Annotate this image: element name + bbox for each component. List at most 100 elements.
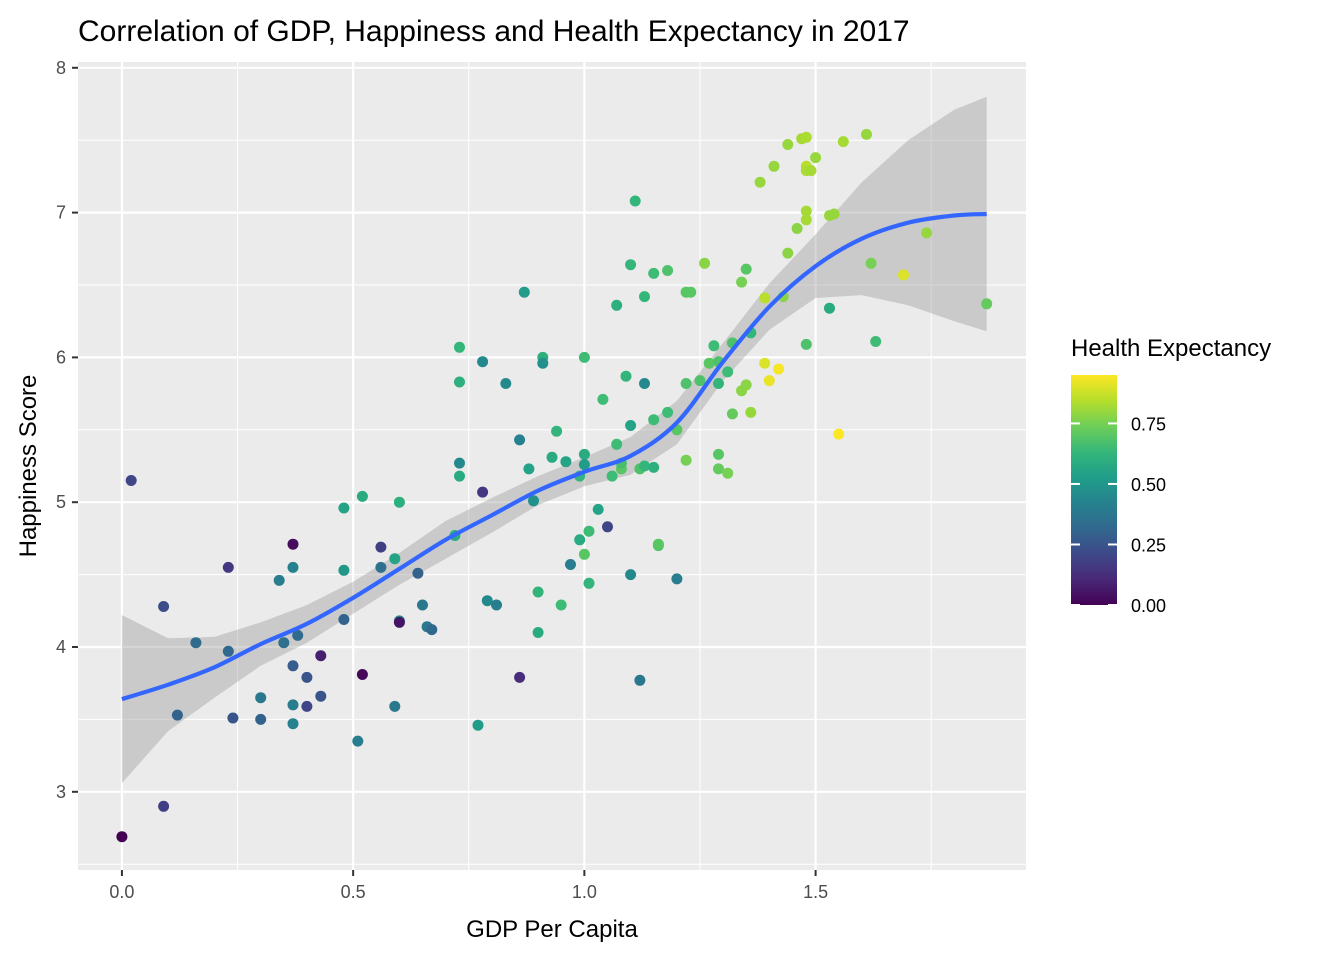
data-point [356, 490, 368, 502]
data-point [606, 470, 618, 482]
data-point [828, 208, 840, 220]
data-point [565, 559, 576, 570]
data-point [782, 247, 794, 259]
data-point [800, 205, 812, 217]
y-tick-label: 8 [56, 58, 66, 78]
data-point [287, 718, 299, 730]
legend-colorbar [1071, 375, 1117, 605]
data-point [583, 525, 595, 537]
data-point [625, 420, 637, 431]
data-point [639, 291, 650, 303]
data-point [648, 267, 660, 279]
data-point [713, 378, 724, 389]
x-tick-label: 0.0 [109, 882, 134, 902]
data-point [389, 700, 401, 712]
grid-minor [78, 62, 1026, 870]
data-point [255, 713, 267, 725]
data-point [389, 553, 401, 565]
data-point [625, 259, 637, 271]
data-point [805, 165, 817, 177]
data-point [338, 564, 350, 576]
data-point [870, 336, 882, 347]
data-point [287, 561, 299, 573]
y-axis-title: Happiness Score [15, 375, 42, 558]
y-tick-label: 3 [56, 782, 66, 802]
data-point [865, 257, 877, 269]
data-point [158, 800, 170, 812]
data-point [578, 548, 590, 560]
data-point [514, 671, 526, 683]
data-point [227, 712, 239, 724]
x-axis-title: GDP Per Capita [466, 916, 638, 943]
data-point [685, 286, 697, 298]
data-point [301, 700, 313, 712]
data-point [680, 378, 692, 389]
data-point [532, 586, 544, 598]
points-layer [116, 128, 993, 843]
data-point [222, 645, 234, 657]
data-point [292, 629, 304, 641]
data-point [426, 624, 438, 636]
data-point [315, 690, 327, 702]
smooth-line-layer [121, 211, 987, 702]
data-point [898, 269, 909, 281]
data-point [800, 214, 812, 226]
data-point [648, 461, 660, 473]
data-point [472, 719, 484, 731]
data-point [523, 463, 535, 475]
data-point [597, 393, 609, 405]
data-point [833, 428, 845, 440]
data-point [222, 561, 234, 573]
data-point [740, 379, 752, 391]
data-point [754, 176, 766, 188]
data-point [477, 356, 489, 368]
x-tick-label: 1.0 [572, 882, 597, 902]
data-point [454, 470, 465, 482]
data-point [759, 292, 771, 304]
data-point [278, 637, 290, 649]
data-point [532, 627, 544, 638]
data-point [412, 567, 424, 579]
x-axis: 0.0 0.5 1.0 1.5 [109, 870, 828, 902]
data-point [768, 160, 780, 172]
data-point [578, 351, 590, 363]
data-point [736, 276, 748, 288]
data-point [287, 660, 299, 672]
confidence-ribbon [121, 96, 987, 784]
data-point [773, 363, 785, 375]
data-point [500, 378, 512, 389]
plot-panel [78, 62, 1026, 870]
legend-tick-label: 0.50 [1131, 475, 1166, 495]
data-point [629, 195, 641, 207]
y-tick-label: 6 [56, 347, 66, 367]
data-point [671, 573, 683, 585]
grid-major [78, 62, 1026, 870]
legend-title: Health Expectancy [1071, 335, 1271, 362]
x-tick-label: 0.5 [341, 882, 366, 902]
legend: Health Expectancy 0.00 0.25 0.50 0.75 [1071, 335, 1271, 616]
data-point [740, 263, 752, 275]
data-point [662, 265, 674, 276]
data-point [301, 671, 313, 683]
legend-tick-label: 0.00 [1131, 596, 1166, 616]
data-point [800, 131, 812, 143]
data-point [537, 357, 549, 369]
data-point [722, 467, 734, 479]
data-point [528, 495, 539, 507]
legend-tick-label: 0.75 [1131, 414, 1166, 434]
data-point [578, 459, 590, 471]
data-point [611, 438, 623, 450]
data-point [454, 457, 465, 469]
data-point [726, 408, 738, 420]
data-point [555, 599, 567, 611]
data-point [652, 538, 664, 550]
data-point [574, 534, 586, 546]
data-point [417, 599, 428, 611]
data-point [861, 128, 872, 140]
data-point [546, 451, 558, 463]
data-point [800, 338, 812, 350]
data-point [981, 298, 993, 310]
data-point [703, 357, 715, 369]
data-point [592, 503, 604, 515]
